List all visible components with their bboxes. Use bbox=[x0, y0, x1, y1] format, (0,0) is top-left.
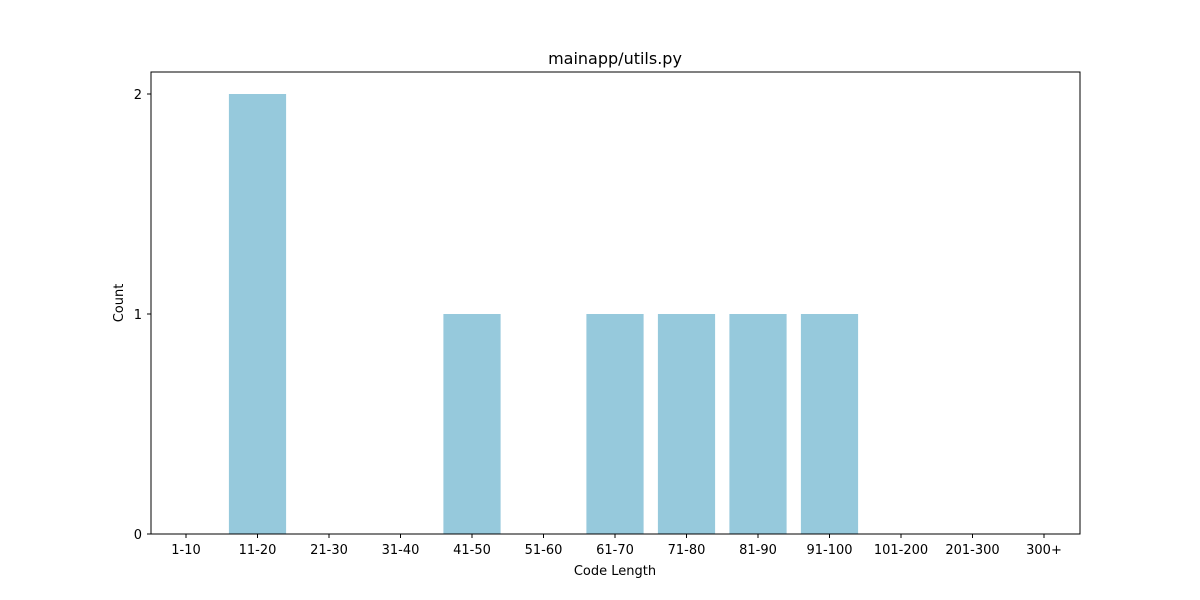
bar-91-100 bbox=[800, 314, 859, 534]
bars-group bbox=[228, 94, 859, 534]
y-axis-ticks: 0 1 2 bbox=[134, 88, 151, 543]
x-tick-label: 81-90 bbox=[739, 543, 777, 558]
chart-title: mainapp/utils.py bbox=[548, 49, 682, 68]
x-tick-label: 51-60 bbox=[525, 543, 563, 558]
x-tick-label: 41-50 bbox=[453, 543, 491, 558]
x-tick-label: 91-100 bbox=[806, 543, 852, 558]
bar-61-70 bbox=[586, 314, 644, 534]
x-axis-label: Code Length bbox=[574, 564, 656, 579]
bar-71-80 bbox=[657, 314, 716, 534]
x-axis-ticks: 1-10 11-20 21-30 31-40 41-50 51-60 61-70 71-80 8… bbox=[171, 534, 1062, 558]
x-tick-label: 1-10 bbox=[171, 543, 201, 558]
x-tick-label: 300+ bbox=[1026, 543, 1062, 558]
x-tick-label: 31-40 bbox=[382, 543, 420, 558]
x-tick-label: 201-300 bbox=[945, 543, 999, 558]
x-tick-label: 101-200 bbox=[874, 543, 928, 558]
y-axis-label: Count bbox=[112, 284, 127, 323]
y-tick-label: 0 bbox=[134, 528, 142, 543]
x-tick-label: 71-80 bbox=[668, 543, 706, 558]
bar-41-50 bbox=[443, 314, 501, 534]
x-tick-label: 11-20 bbox=[239, 543, 277, 558]
y-tick-label: 1 bbox=[134, 308, 142, 323]
x-tick-label: 61-70 bbox=[596, 543, 634, 558]
bar-81-90 bbox=[729, 314, 787, 534]
x-tick-label: 21-30 bbox=[310, 543, 348, 558]
y-tick-label: 2 bbox=[134, 88, 142, 103]
bar-11-20 bbox=[228, 94, 287, 534]
